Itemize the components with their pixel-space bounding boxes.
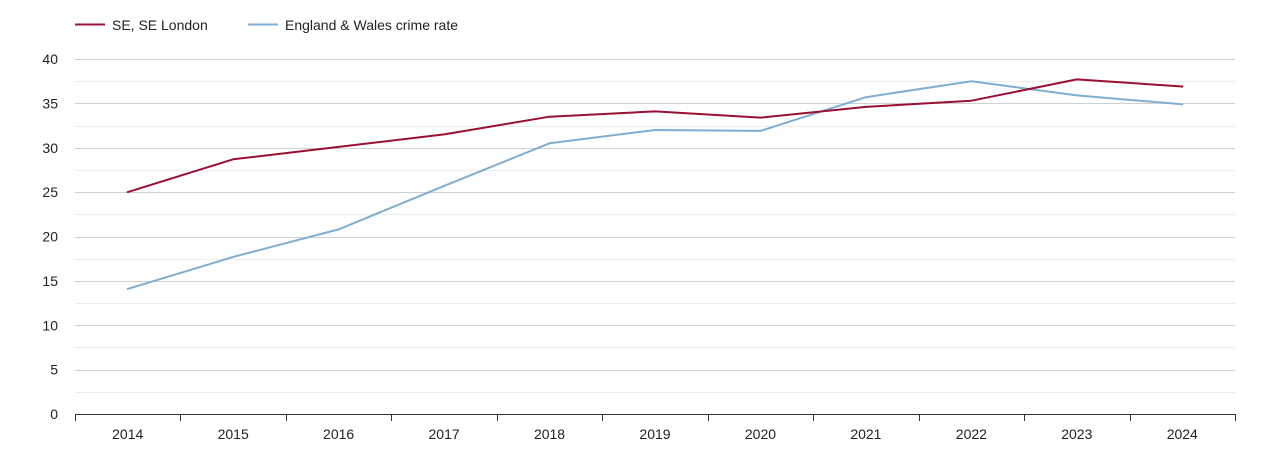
x-tick-label: 2016 <box>323 426 354 442</box>
x-tick-label: 2014 <box>112 426 143 442</box>
y-tick-label: 40 <box>42 51 58 67</box>
x-tick-label: 2020 <box>745 426 776 442</box>
x-tick-label: 2021 <box>850 426 881 442</box>
x-tick-label: 2018 <box>534 426 565 442</box>
legend-label: England & Wales crime rate <box>285 17 458 33</box>
y-tick-label: 5 <box>50 362 58 378</box>
series-line-1 <box>126 80 1184 290</box>
x-tick-label: 2024 <box>1167 426 1198 442</box>
x-axis: 2014 2015 2016 2017 2018 2019 2020 2021 2022 2023… <box>75 414 1236 442</box>
y-tick-label: 10 <box>42 317 58 333</box>
series-line-0 <box>126 78 1184 194</box>
y-tick-label: 25 <box>42 184 58 200</box>
y-tick-label: 20 <box>42 229 58 245</box>
grid <box>75 59 1235 393</box>
x-tick-label: 2022 <box>956 426 987 442</box>
legend-label: SE, SE London <box>112 17 208 33</box>
legend: SE, SE London England & Wales crime rate <box>75 17 458 33</box>
x-tick-label: 2019 <box>639 426 670 442</box>
y-tick-label: 30 <box>42 140 58 156</box>
y-tick-label: 15 <box>42 273 58 289</box>
series-group <box>126 78 1184 290</box>
x-tick-label: 2015 <box>218 426 249 442</box>
y-tick-label: 0 <box>50 406 58 422</box>
y-tick-label: 35 <box>42 95 58 111</box>
x-tick-label: 2017 <box>429 426 460 442</box>
y-axis: 0 5 10 15 20 25 30 35 40 <box>42 51 58 422</box>
x-tick-label: 2023 <box>1061 426 1092 442</box>
